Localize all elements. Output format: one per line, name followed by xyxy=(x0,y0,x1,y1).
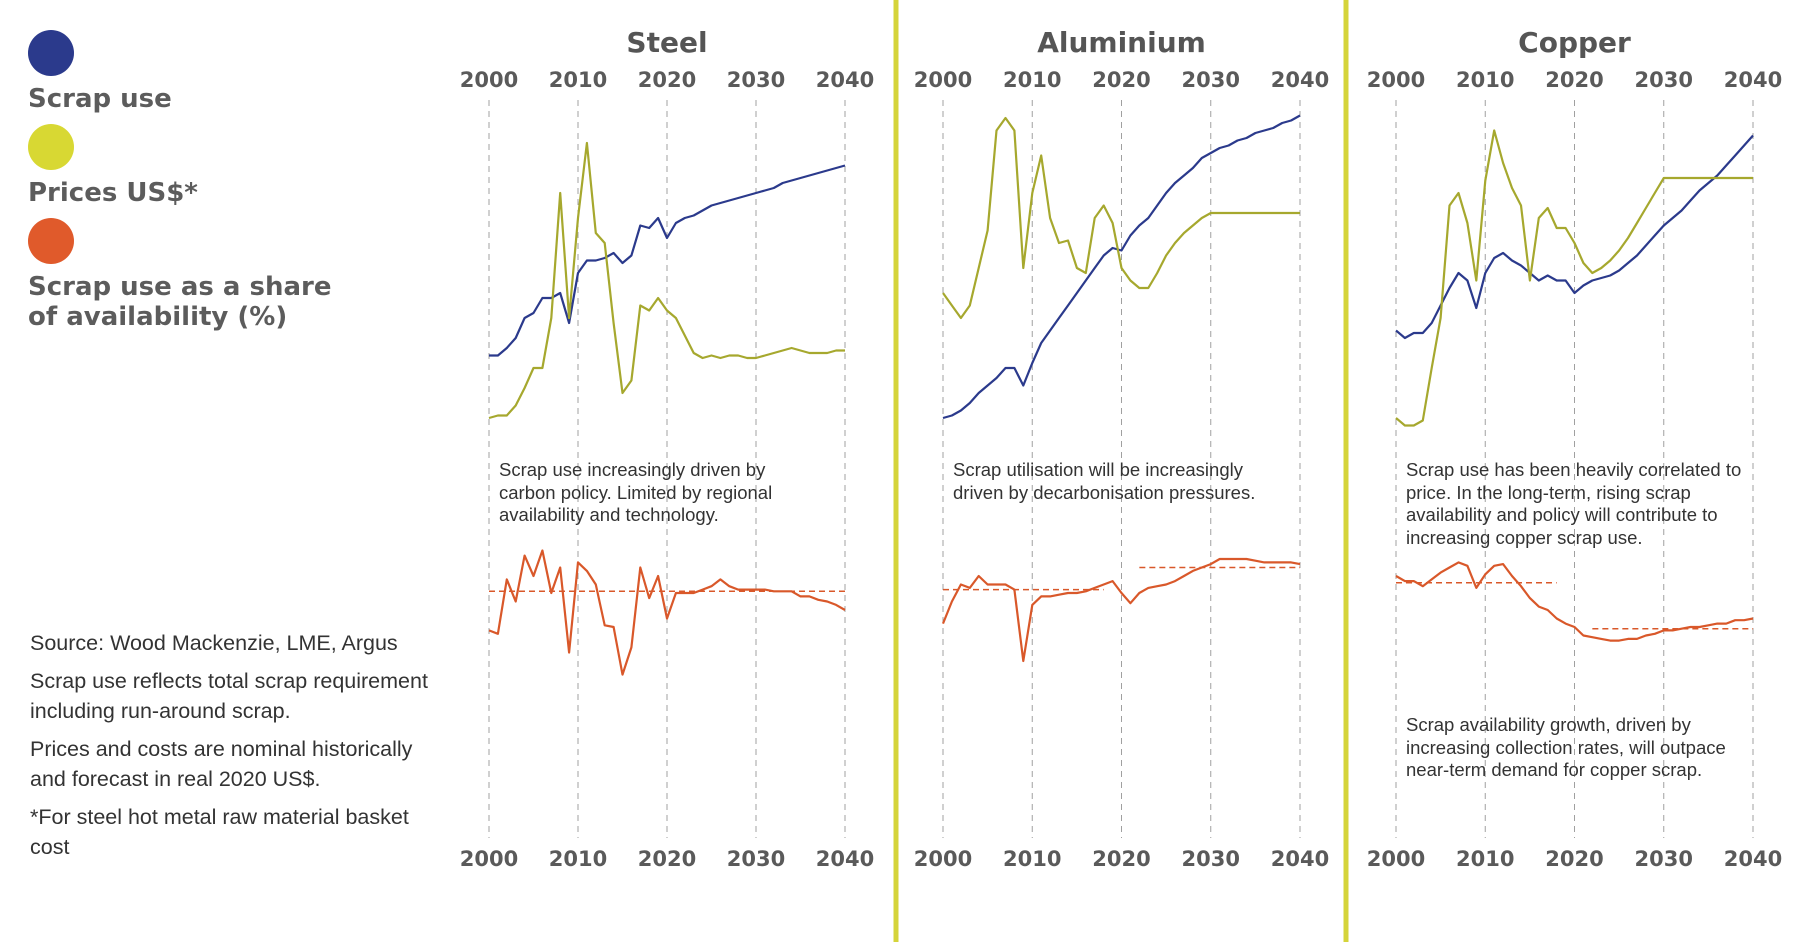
legend-label-prices: Prices US$* xyxy=(28,178,198,208)
aluminium-tick-bottom-2010: 2010 xyxy=(1003,847,1061,871)
copper-tick-top-2040: 2040 xyxy=(1724,68,1782,92)
copper-tick-top-2020: 2020 xyxy=(1545,68,1603,92)
steel-tick-bottom-2040: 2040 xyxy=(816,847,874,871)
copper-tick-top-2010: 2010 xyxy=(1456,68,1514,92)
steel-annotation: Scrap use increasingly driven by carbon … xyxy=(499,459,773,525)
steel-tick-top-2030: 2030 xyxy=(727,68,785,92)
copper-line-share xyxy=(1395,561,1754,642)
copper-line-prices xyxy=(1395,129,1753,427)
scrap-note: Scrap use reflects total scrap requireme… xyxy=(30,669,428,723)
aluminium-title: Aluminium xyxy=(1037,26,1206,59)
steel-title: Steel xyxy=(626,26,707,59)
legend-item-share: Scrap use as a share of availability (%) xyxy=(28,218,408,332)
steel-cost-note: *For steel hot metal raw material basket… xyxy=(30,805,409,859)
legend-swatch-share xyxy=(28,218,74,264)
aluminium-tick-top-2010: 2010 xyxy=(1003,68,1061,92)
aluminium-tick-bottom-2030: 2030 xyxy=(1182,847,1240,871)
steel-tick-bottom-2020: 2020 xyxy=(638,847,696,871)
copper-tick-bottom-2020: 2020 xyxy=(1545,847,1603,871)
steel-tick-top-2000: 2000 xyxy=(460,68,518,92)
steel-line-scrap-use xyxy=(489,164,846,357)
aluminium-line-scrap-use xyxy=(942,114,1301,420)
panel-divider-2 xyxy=(1343,0,1349,942)
aluminium-tick-bottom-2020: 2020 xyxy=(1092,847,1150,871)
legend-item-prices: Prices US$* xyxy=(28,124,408,208)
aluminium-line-prices xyxy=(942,116,1300,320)
steel-tick-top-2020: 2020 xyxy=(638,68,696,92)
aluminium-tick-top-2040: 2040 xyxy=(1271,68,1329,92)
aluminium-tick-top-2020: 2020 xyxy=(1092,68,1150,92)
copper-annotation: Scrap use has been heavily correlated to… xyxy=(1406,459,1742,548)
copper-tick-bottom-2030: 2030 xyxy=(1635,847,1693,871)
steel-tick-top-2010: 2010 xyxy=(549,68,607,92)
footnotes: Source: Wood Mackenzie, LME, Argus Scrap… xyxy=(30,628,440,870)
price-note: Prices and costs are nominal historicall… xyxy=(30,737,413,791)
aluminium-line-share xyxy=(941,557,1301,663)
steel-tick-bottom-2030: 2030 xyxy=(727,847,785,871)
copper-tick-top-2000: 2000 xyxy=(1367,68,1425,92)
steel-line-share xyxy=(488,549,846,676)
legend-label-scrap-use: Scrap use xyxy=(28,84,172,114)
panel-divider-1 xyxy=(893,0,899,942)
steel-tick-bottom-2010: 2010 xyxy=(549,847,607,871)
aluminium-annotation: Scrap utilisation will be increasingly d… xyxy=(953,459,1256,503)
aluminium-tick-top-2030: 2030 xyxy=(1182,68,1240,92)
legend-item-scrap-use: Scrap use xyxy=(28,30,408,114)
legend-label-share: Scrap use as a share of availability (%) xyxy=(28,272,332,332)
aluminium-tick-top-2000: 2000 xyxy=(914,68,972,92)
copper-title: Copper xyxy=(1518,26,1631,59)
copper-tick-bottom-2040: 2040 xyxy=(1724,847,1782,871)
copper-tick-bottom-2010: 2010 xyxy=(1456,847,1514,871)
legend-swatch-scrap-use xyxy=(28,30,74,76)
copper-annotation-bottom: Scrap availability growth, driven by inc… xyxy=(1406,714,1726,780)
aluminium-tick-bottom-2040: 2040 xyxy=(1271,847,1329,871)
legend: Scrap use Prices US$* Scrap use as a sha… xyxy=(28,30,408,342)
steel-tick-bottom-2000: 2000 xyxy=(460,847,518,871)
source-note: Source: Wood Mackenzie, LME, Argus xyxy=(30,631,398,655)
copper-tick-bottom-2000: 2000 xyxy=(1367,847,1425,871)
copper-tick-top-2030: 2030 xyxy=(1635,68,1693,92)
steel-tick-top-2040: 2040 xyxy=(816,68,874,92)
copper-line-scrap-use xyxy=(1395,134,1754,340)
legend-swatch-prices xyxy=(28,124,74,170)
steel-line-prices xyxy=(488,141,845,420)
aluminium-tick-bottom-2000: 2000 xyxy=(914,847,972,871)
